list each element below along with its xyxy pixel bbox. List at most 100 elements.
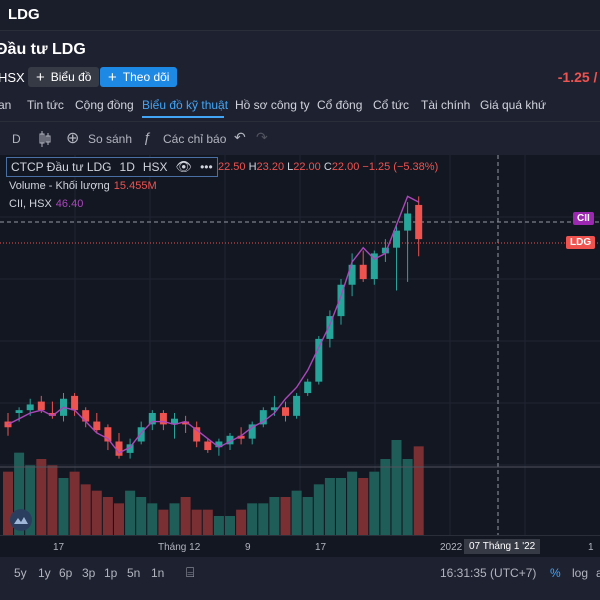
- volume-bar: [358, 478, 369, 535]
- percent-toggle[interactable]: %: [550, 566, 561, 580]
- time-tick: 17: [315, 542, 327, 553]
- candle-body: [115, 441, 123, 456]
- candle-style-icon[interactable]: [38, 130, 52, 148]
- cii-compare-line: [7, 195, 420, 454]
- ruler-icon[interactable]: [10, 509, 32, 531]
- time-axis[interactable]: 17 Tháng 12 9 17 2022 1: [0, 535, 600, 558]
- candle-body: [237, 435, 245, 439]
- range-5d[interactable]: 5n: [127, 566, 141, 580]
- compare-plus-icon[interactable]: ⊕: [66, 130, 80, 147]
- volume-bar: [58, 478, 69, 535]
- candle-body: [248, 424, 256, 439]
- plus-icon: +: [36, 68, 45, 86]
- candle-body: [226, 435, 234, 445]
- eye-icon[interactable]: 👁: [175, 159, 193, 174]
- candle-body: [270, 407, 278, 411]
- volume-bar: [47, 465, 58, 535]
- candle-body: [259, 410, 267, 425]
- volume-bar: [136, 497, 147, 535]
- add-chart-button[interactable]: + Biểu đồ: [28, 67, 100, 87]
- redo-icon[interactable]: ↷: [256, 129, 268, 145]
- candle-body: [48, 413, 56, 416]
- range-5y[interactable]: 5y: [14, 566, 27, 580]
- undo-icon[interactable]: ↶: [234, 129, 246, 145]
- compare-legend[interactable]: CII, HSX 46.40: [9, 198, 84, 210]
- chart-button-label: Biểu đồ: [50, 70, 92, 84]
- candle-body: [182, 421, 190, 425]
- range-3m[interactable]: 3p: [82, 566, 96, 580]
- cii-price-tag: CII: [573, 212, 594, 225]
- volume-bar: [324, 478, 335, 535]
- price-change: -1.25 / -: [557, 69, 600, 85]
- volume-legend[interactable]: Volume - Khối lượng 15.455M: [9, 180, 157, 192]
- range-1m[interactable]: 1p: [104, 566, 118, 580]
- candle-body: [337, 284, 345, 317]
- tab-company-profile[interactable]: Hồ sơ công ty: [235, 98, 310, 112]
- candle-body: [326, 316, 334, 339]
- indicators-button[interactable]: Các chỉ báo: [163, 132, 227, 146]
- candle-body: [404, 213, 412, 231]
- ohlc-values: 22.50 H23.20 L22.00 C22.00 −1.25 (−5.38%…: [218, 161, 439, 173]
- volume-bar: [191, 509, 202, 535]
- log-toggle[interactable]: log: [572, 566, 589, 580]
- price-chart-area[interactable]: [0, 155, 600, 535]
- compare-button[interactable]: So sánh: [88, 132, 133, 146]
- volume-bar: [236, 509, 247, 535]
- volume-bar: [180, 497, 191, 535]
- volume-bar: [3, 471, 13, 535]
- range-1y[interactable]: 1y: [38, 566, 51, 580]
- series-exchange: HSX: [142, 160, 168, 174]
- volume-bar: [125, 490, 136, 535]
- auto-toggle[interactable]: a: [596, 566, 600, 580]
- candle-body: [293, 395, 301, 416]
- candle-body: [415, 204, 423, 240]
- tab-financials[interactable]: Tài chính: [421, 98, 471, 112]
- candle-body: [148, 413, 156, 425]
- volume-bar: [402, 459, 413, 535]
- range-bar: 5y 1y 6p 3p 1p 5n 1n ⌸ 16:31:35 (UTC+7) …: [0, 557, 600, 600]
- time-tick: 1: [588, 542, 594, 553]
- tab-technical-chart[interactable]: Biểu đồ kỹ thuật: [142, 98, 229, 112]
- indicators-icon[interactable]: ƒ: [143, 129, 151, 145]
- volume-bar: [91, 490, 102, 535]
- time-tick: 17: [53, 542, 65, 553]
- plus-icon: +: [108, 68, 117, 86]
- more-icon[interactable]: •••: [200, 160, 213, 174]
- volume-bar: [36, 459, 47, 535]
- clock-time[interactable]: 16:31:35 (UTC+7): [440, 566, 537, 580]
- time-tick: 2022: [440, 542, 463, 553]
- volume-bar: [380, 459, 391, 535]
- volume-bar: [413, 446, 424, 535]
- company-name: Đầu tư LDG: [0, 41, 86, 58]
- follow-button[interactable]: + Theo dõi: [100, 67, 178, 87]
- ldg-price-tag: LDG: [566, 236, 596, 249]
- volume-bar: [247, 503, 258, 535]
- volume-bar: [69, 471, 80, 535]
- date-range-icon[interactable]: ⌸: [186, 564, 195, 580]
- interval-button[interactable]: D: [12, 132, 21, 146]
- tab-price-history[interactable]: Giá quá khứ: [480, 98, 547, 112]
- volume-bar: [25, 465, 36, 535]
- range-1d[interactable]: 1n: [151, 566, 165, 580]
- time-tick: 9: [245, 542, 251, 553]
- candle-body: [370, 253, 378, 280]
- volume-bar: [391, 440, 402, 535]
- stock-header: Đầu tư LDG HSX + Biểu đồ + Theo dõi -1.2…: [0, 31, 600, 91]
- volume-bar: [102, 497, 113, 535]
- candle-body: [315, 338, 323, 382]
- tab-news[interactable]: Tin tức: [27, 98, 64, 112]
- candle-body: [393, 230, 400, 248]
- candle-body: [15, 410, 23, 413]
- tab-community[interactable]: Cộng đồng: [75, 98, 134, 112]
- tab-shareholders[interactable]: Cổ đông: [317, 98, 363, 112]
- volume-bar: [347, 471, 358, 535]
- volume-bar: [80, 484, 91, 535]
- candle-body: [381, 247, 389, 254]
- volume-bar: [158, 509, 169, 535]
- follow-button-label: Theo dõi: [122, 70, 170, 84]
- change-value: −1.25 (−5.38%): [362, 161, 439, 173]
- range-6m[interactable]: 6p: [59, 566, 73, 580]
- tab-dividends[interactable]: Cổ tức: [373, 98, 410, 112]
- tab-overview[interactable]: an: [0, 98, 12, 112]
- main-series-legend[interactable]: CTCP Đầu tư LDG 1D HSX 👁 •••: [6, 157, 218, 177]
